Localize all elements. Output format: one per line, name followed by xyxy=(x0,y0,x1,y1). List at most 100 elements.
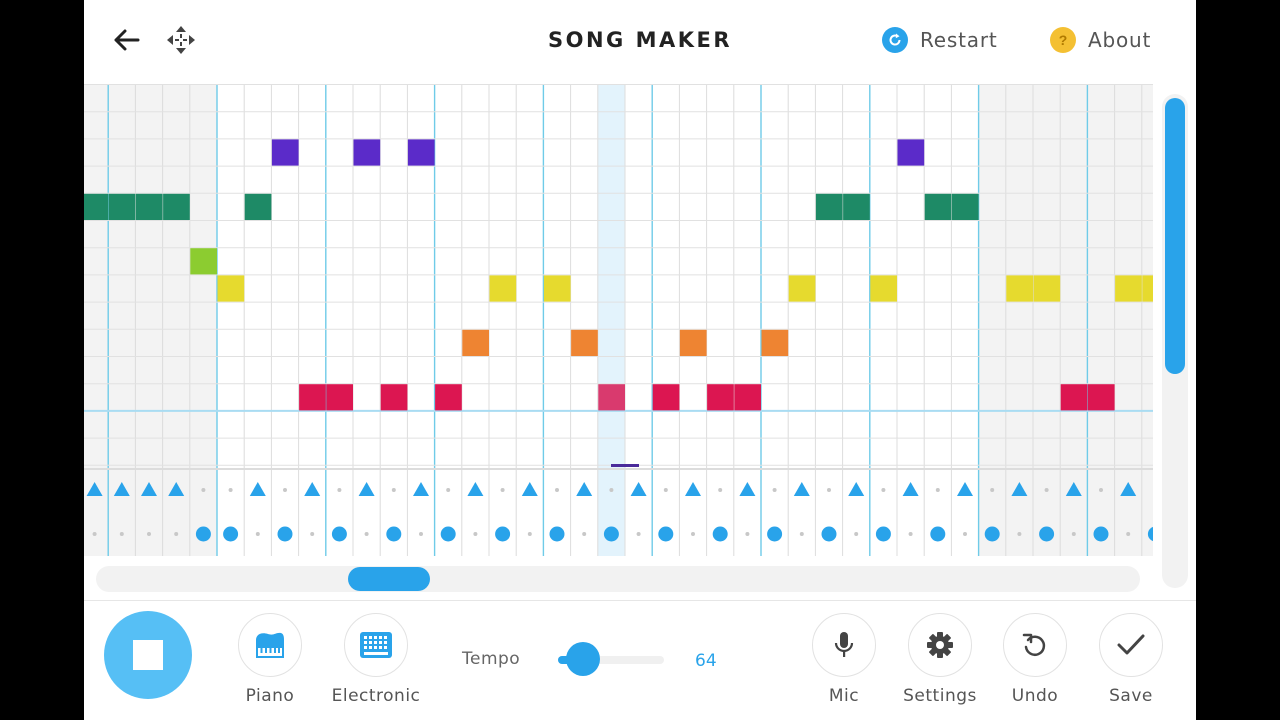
melody-note xyxy=(924,193,952,220)
page-title: SONG MAKER xyxy=(547,28,733,52)
rhythm-dot xyxy=(419,532,423,536)
rhythm-triangle xyxy=(168,482,185,496)
rhythm-triangle xyxy=(848,482,865,496)
melody-note xyxy=(163,193,190,220)
rhythm-dot xyxy=(147,532,151,536)
rhythm-dot xyxy=(92,532,97,536)
melody-note xyxy=(1087,384,1115,411)
rhythm-dot xyxy=(827,488,831,492)
rhythm-triangle xyxy=(630,482,647,496)
rhythm-circle xyxy=(495,526,511,542)
rhythm-triangle xyxy=(793,482,810,496)
rhythm-dot xyxy=(1099,488,1103,492)
rhythm-dot xyxy=(881,488,886,492)
vertical-scroll-thumb[interactable] xyxy=(1165,98,1185,374)
rhythm-circle xyxy=(277,526,293,542)
rhythm-triangle xyxy=(304,482,321,496)
rhythm-dot xyxy=(473,532,478,536)
settings-button[interactable]: Settings xyxy=(903,613,977,706)
move-arrows-icon[interactable] xyxy=(163,22,199,58)
instrument-piano-button[interactable]: Piano xyxy=(235,613,305,706)
melody-note xyxy=(761,329,789,356)
shaded-measure xyxy=(84,84,217,556)
tempo-slider-track[interactable] xyxy=(558,656,664,664)
rhythm-circle xyxy=(821,526,837,542)
melody-note xyxy=(1115,275,1142,302)
melody-note xyxy=(462,329,489,356)
rhythm-dot xyxy=(609,488,614,492)
rhythm-circle xyxy=(767,526,783,542)
restart-button[interactable]: Restart xyxy=(882,26,998,54)
rhythm-dot xyxy=(582,532,587,536)
settings-label: Settings xyxy=(903,686,977,706)
piano-icon xyxy=(238,613,302,677)
rhythm-dot xyxy=(1044,488,1049,492)
melody-note xyxy=(489,275,517,302)
melody-note xyxy=(788,275,816,302)
tempo-label: Tempo xyxy=(462,649,521,669)
melody-note xyxy=(326,384,353,411)
back-arrow-icon[interactable] xyxy=(108,22,144,58)
melody-note xyxy=(1006,275,1033,302)
melody-note xyxy=(843,193,870,220)
undo-icon xyxy=(1003,613,1067,677)
melody-note xyxy=(1033,275,1061,302)
mic-button[interactable]: Mic xyxy=(809,613,879,706)
rhythm-circle xyxy=(603,526,619,542)
rhythm-dot xyxy=(663,488,668,492)
song-maker-app: SONG MAKER Restart ? About xyxy=(84,0,1196,720)
instrument-piano-label: Piano xyxy=(245,686,295,706)
sequencer-canvas[interactable] xyxy=(84,84,1153,556)
rhythm-dot xyxy=(1017,532,1022,536)
melody-note xyxy=(84,193,109,220)
rhythm-triangle xyxy=(521,482,538,496)
rhythm-triangle xyxy=(957,482,973,496)
rhythm-dot xyxy=(201,488,206,492)
melody-note xyxy=(951,193,979,220)
rhythm-dot xyxy=(391,488,396,492)
melody-note xyxy=(380,384,408,411)
horizontal-scroll-thumb[interactable] xyxy=(348,567,430,591)
mic-icon xyxy=(812,613,876,677)
rhythm-dot xyxy=(555,488,559,492)
restart-icon xyxy=(882,27,908,53)
melody-note xyxy=(435,384,462,411)
save-button[interactable]: Save xyxy=(1096,613,1166,706)
horizontal-scrollbar[interactable] xyxy=(96,566,1140,592)
rhythm-dot xyxy=(799,532,804,536)
rhythm-triangle xyxy=(413,482,429,496)
rhythm-dot xyxy=(963,532,967,536)
rhythm-dot xyxy=(255,532,260,536)
melody-grid[interactable] xyxy=(84,84,1153,556)
instrument-electronic-label: Electronic xyxy=(331,686,421,706)
rhythm-dot xyxy=(500,488,505,492)
rhythm-triangle xyxy=(576,482,593,496)
restart-label: Restart xyxy=(920,28,998,52)
undo-button[interactable]: Undo xyxy=(1000,613,1070,706)
rhythm-triangle xyxy=(141,482,157,496)
rhythm-dot xyxy=(364,532,369,536)
rhythm-dot xyxy=(908,532,913,536)
toolbar: Piano Electronic Tempo 64 xyxy=(84,600,1196,720)
melody-note xyxy=(598,384,625,411)
tempo-slider-knob[interactable] xyxy=(566,642,600,676)
rhythm-triangle xyxy=(113,482,130,496)
rhythm-triangle xyxy=(685,482,701,496)
rhythm-circle xyxy=(658,526,674,542)
instrument-electronic-button[interactable]: Electronic xyxy=(332,613,420,706)
melody-note xyxy=(707,384,734,411)
stop-button[interactable] xyxy=(104,611,192,699)
melody-note xyxy=(815,193,843,220)
melody-note xyxy=(543,275,571,302)
melody-note xyxy=(190,248,217,275)
melody-note xyxy=(353,139,381,166)
shaded-measure xyxy=(978,84,1153,556)
melody-note xyxy=(271,139,299,166)
gear-icon xyxy=(908,613,972,677)
save-label: Save xyxy=(1109,686,1153,706)
rhythm-circle xyxy=(930,526,946,542)
rhythm-dot xyxy=(310,532,315,536)
rhythm-dot xyxy=(174,532,179,536)
about-button[interactable]: ? About xyxy=(1050,26,1151,54)
stop-icon xyxy=(133,640,163,670)
